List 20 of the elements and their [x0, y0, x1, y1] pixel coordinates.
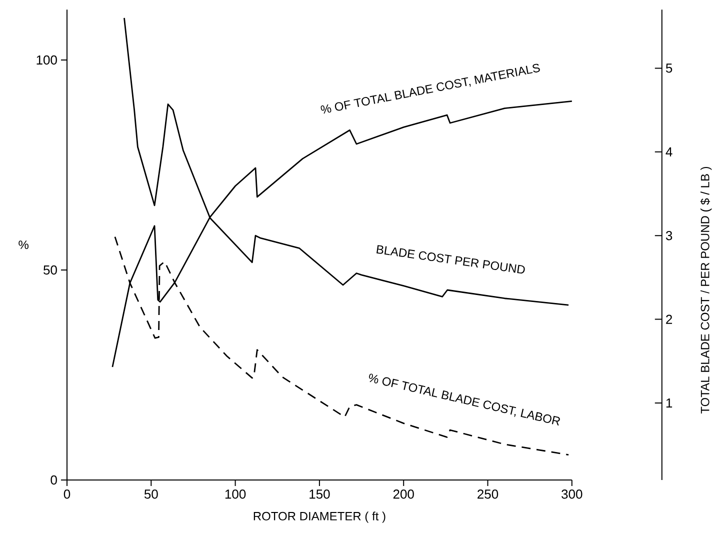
text: % OF TOTAL BLADE COST, LABOR — [369, 374, 560, 426]
x-tick-label: 0 — [64, 490, 70, 499]
x-tick-label: 300 — [562, 490, 582, 499]
y-tick-label: 50 — [44, 265, 57, 275]
x-axis-title: ROTOR DIAMETER ( ft ) — [254, 512, 386, 523]
x-tick-label: 150 — [310, 490, 330, 499]
y2-tick-label: 4 — [666, 147, 672, 156]
y2-tick-label: 1 — [666, 398, 672, 408]
text: BLADE COST PER POUND — [376, 245, 525, 274]
y2-tick-label: 3 — [666, 230, 672, 240]
y-tick-label: 0 — [50, 475, 57, 485]
x-tick-label: 100 — [225, 490, 246, 499]
y2-axis-title: TOTAL BLADE COST / PER POUND ( $ / LB ) — [700, 166, 712, 414]
y-axis-title: % — [18, 240, 28, 249]
x-tick-label: 50 — [144, 490, 158, 499]
x-tick-label: 250 — [478, 490, 498, 499]
x-tick-label: 200 — [393, 490, 414, 499]
y2-tick-label: 2 — [666, 314, 672, 324]
y-tick-label: 100 — [36, 55, 57, 65]
y2-tick-label: 5 — [666, 64, 672, 73]
